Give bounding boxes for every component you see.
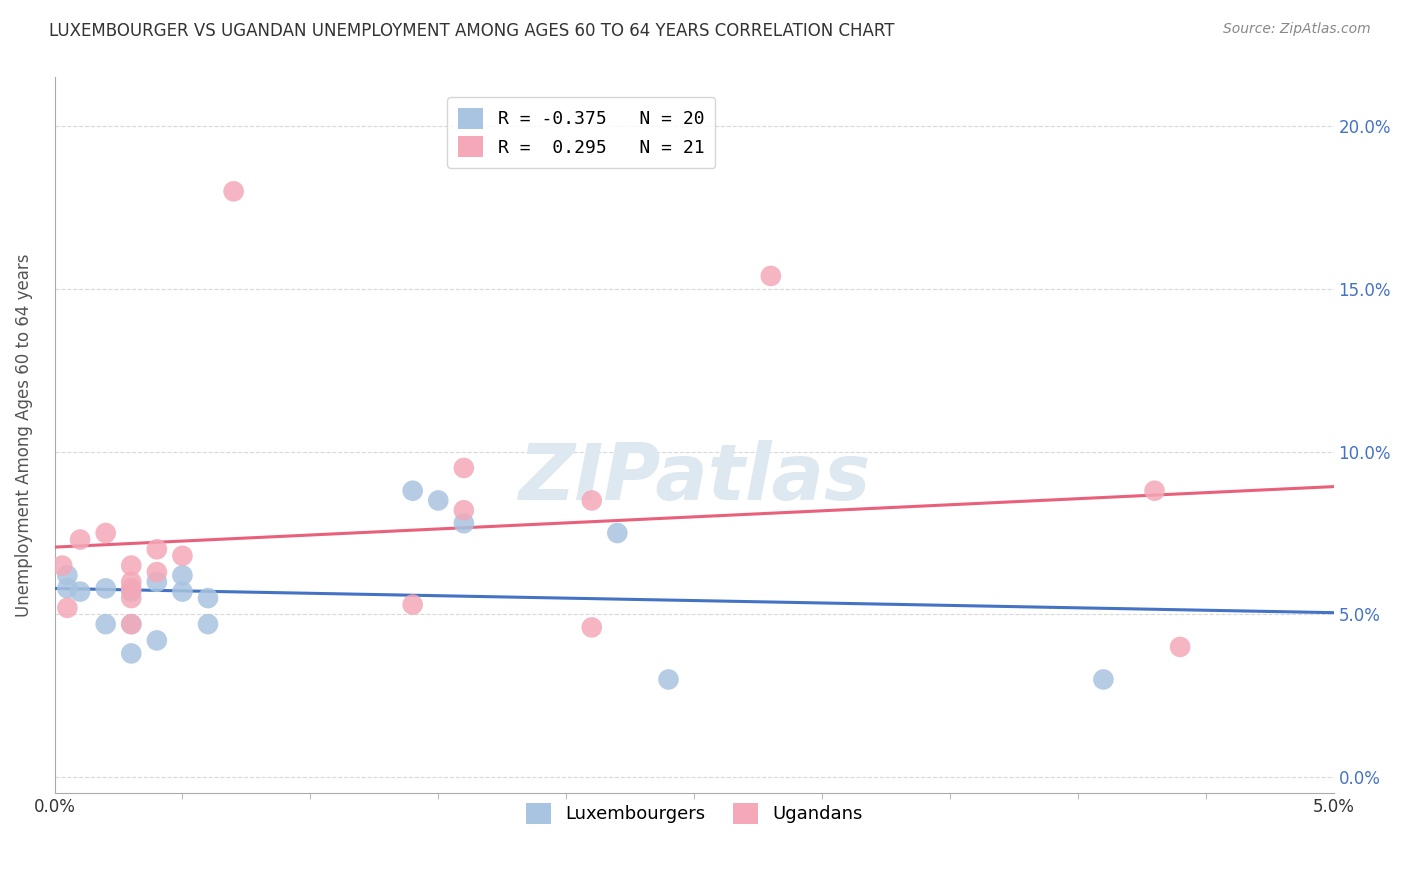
Text: LUXEMBOURGER VS UGANDAN UNEMPLOYMENT AMONG AGES 60 TO 64 YEARS CORRELATION CHART: LUXEMBOURGER VS UGANDAN UNEMPLOYMENT AMO…: [49, 22, 894, 40]
Point: [120, 617, 142, 632]
Point: [146, 565, 169, 579]
Point: [172, 549, 194, 563]
Point: [94, 526, 117, 541]
Point: [657, 673, 679, 687]
Point: [56, 600, 79, 615]
Point: [1143, 483, 1166, 498]
Point: [197, 617, 219, 632]
Text: ZIPatlas: ZIPatlas: [517, 441, 870, 516]
Point: [453, 503, 475, 517]
Point: [56, 582, 79, 596]
Point: [94, 582, 117, 596]
Point: [427, 493, 450, 508]
Point: [120, 574, 142, 589]
Point: [172, 584, 194, 599]
Point: [120, 558, 142, 573]
Point: [197, 591, 219, 606]
Point: [402, 598, 425, 612]
Point: [172, 568, 194, 582]
Point: [51, 558, 73, 573]
Point: [1092, 673, 1115, 687]
Text: Source: ZipAtlas.com: Source: ZipAtlas.com: [1223, 22, 1371, 37]
Point: [402, 483, 425, 498]
Point: [146, 542, 169, 557]
Point: [1168, 640, 1191, 654]
Point: [120, 617, 142, 632]
Point: [120, 582, 142, 596]
Point: [69, 533, 91, 547]
Legend: Luxembourgers, Ugandans: Luxembourgers, Ugandans: [515, 792, 873, 834]
Point: [120, 584, 142, 599]
Point: [759, 268, 782, 283]
Point: [120, 591, 142, 606]
Point: [94, 617, 117, 632]
Point: [146, 574, 169, 589]
Point: [222, 185, 245, 199]
Y-axis label: Unemployment Among Ages 60 to 64 years: Unemployment Among Ages 60 to 64 years: [15, 253, 32, 617]
Point: [581, 620, 603, 634]
Point: [120, 647, 142, 661]
Point: [56, 568, 79, 582]
Point: [146, 633, 169, 648]
Point: [69, 584, 91, 599]
Point: [581, 493, 603, 508]
Point: [606, 526, 628, 541]
Point: [453, 461, 475, 475]
Point: [453, 516, 475, 531]
